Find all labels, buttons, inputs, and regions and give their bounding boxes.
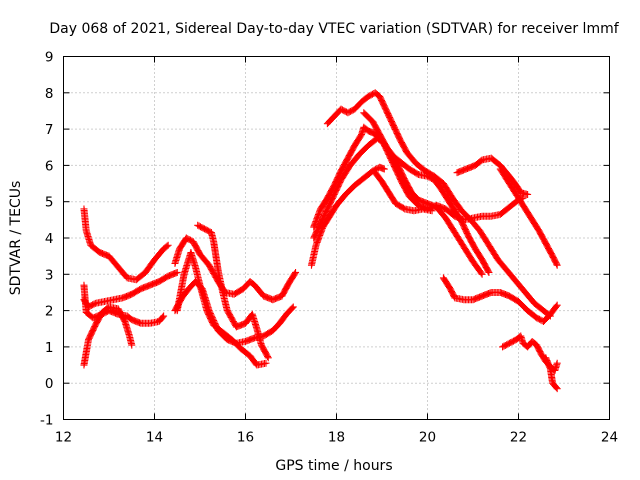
data-point	[524, 190, 532, 198]
x-axis-label: GPS time / hours	[275, 458, 392, 474]
y-tick-label: 1	[45, 340, 54, 356]
series-track-16	[496, 165, 561, 269]
data-point	[552, 302, 560, 310]
series-track-19	[542, 354, 561, 393]
data-point	[553, 359, 561, 367]
series-track-14	[371, 169, 436, 215]
series-track-2	[80, 268, 181, 311]
data-point	[173, 268, 181, 276]
data-point	[264, 353, 272, 361]
series-track-18	[499, 332, 561, 374]
y-tick-label: 2	[45, 304, 54, 320]
data-point	[477, 269, 485, 277]
x-tick-label: 14	[146, 430, 163, 446]
y-tick-label: 8	[45, 86, 54, 102]
data-point	[264, 354, 272, 362]
y-tick-label: 4	[45, 231, 54, 247]
y-tick-label: 9	[45, 50, 54, 66]
x-tick-label: 18	[328, 430, 345, 446]
data-point	[160, 312, 168, 320]
series-track-12	[323, 89, 554, 320]
data-point	[552, 384, 560, 392]
y-tick-label: 3	[45, 267, 54, 283]
data-point	[262, 359, 270, 367]
data-point	[484, 267, 492, 275]
data-point	[288, 304, 296, 312]
series-track-4	[80, 303, 136, 369]
series-track-1	[80, 205, 172, 284]
data-point	[485, 268, 493, 276]
series-track-13	[360, 109, 493, 276]
data-point	[128, 341, 136, 349]
data-point	[292, 268, 300, 276]
chart-title: Day 068 of 2021, Sidereal Day-to-day VTE…	[49, 21, 619, 37]
data-point	[478, 270, 486, 278]
data-points	[80, 89, 561, 393]
x-tick-label: 22	[510, 430, 527, 446]
y-tick-label: 6	[45, 158, 54, 174]
data-point	[553, 261, 561, 269]
data-point	[380, 165, 388, 173]
data-point	[159, 313, 167, 321]
y-tick-label: 7	[45, 122, 54, 138]
series-track-7	[194, 221, 272, 362]
x-tick-label: 12	[55, 430, 72, 446]
series-track-15	[453, 154, 532, 198]
x-tick-label: 24	[601, 430, 618, 446]
y-tick-label: 5	[45, 195, 54, 211]
series-track-8	[173, 249, 270, 369]
data-point	[553, 301, 561, 309]
data-point	[428, 207, 436, 215]
series-track-5	[171, 278, 297, 347]
plot-frame	[63, 56, 610, 420]
x-tick-label: 16	[237, 430, 254, 446]
y-tick-label: -1	[40, 413, 53, 429]
data-point	[553, 260, 561, 268]
data-point	[291, 270, 299, 278]
series-track-17	[439, 274, 561, 325]
data-point	[164, 241, 172, 249]
y-axis-label: SDTVAR / TECUs	[8, 181, 24, 296]
data-point	[289, 303, 297, 311]
data-point	[553, 385, 561, 393]
y-tick-label: 0	[45, 376, 54, 392]
data-point	[163, 242, 171, 250]
series-track-6	[171, 234, 300, 304]
x-tick-label: 20	[419, 430, 436, 446]
